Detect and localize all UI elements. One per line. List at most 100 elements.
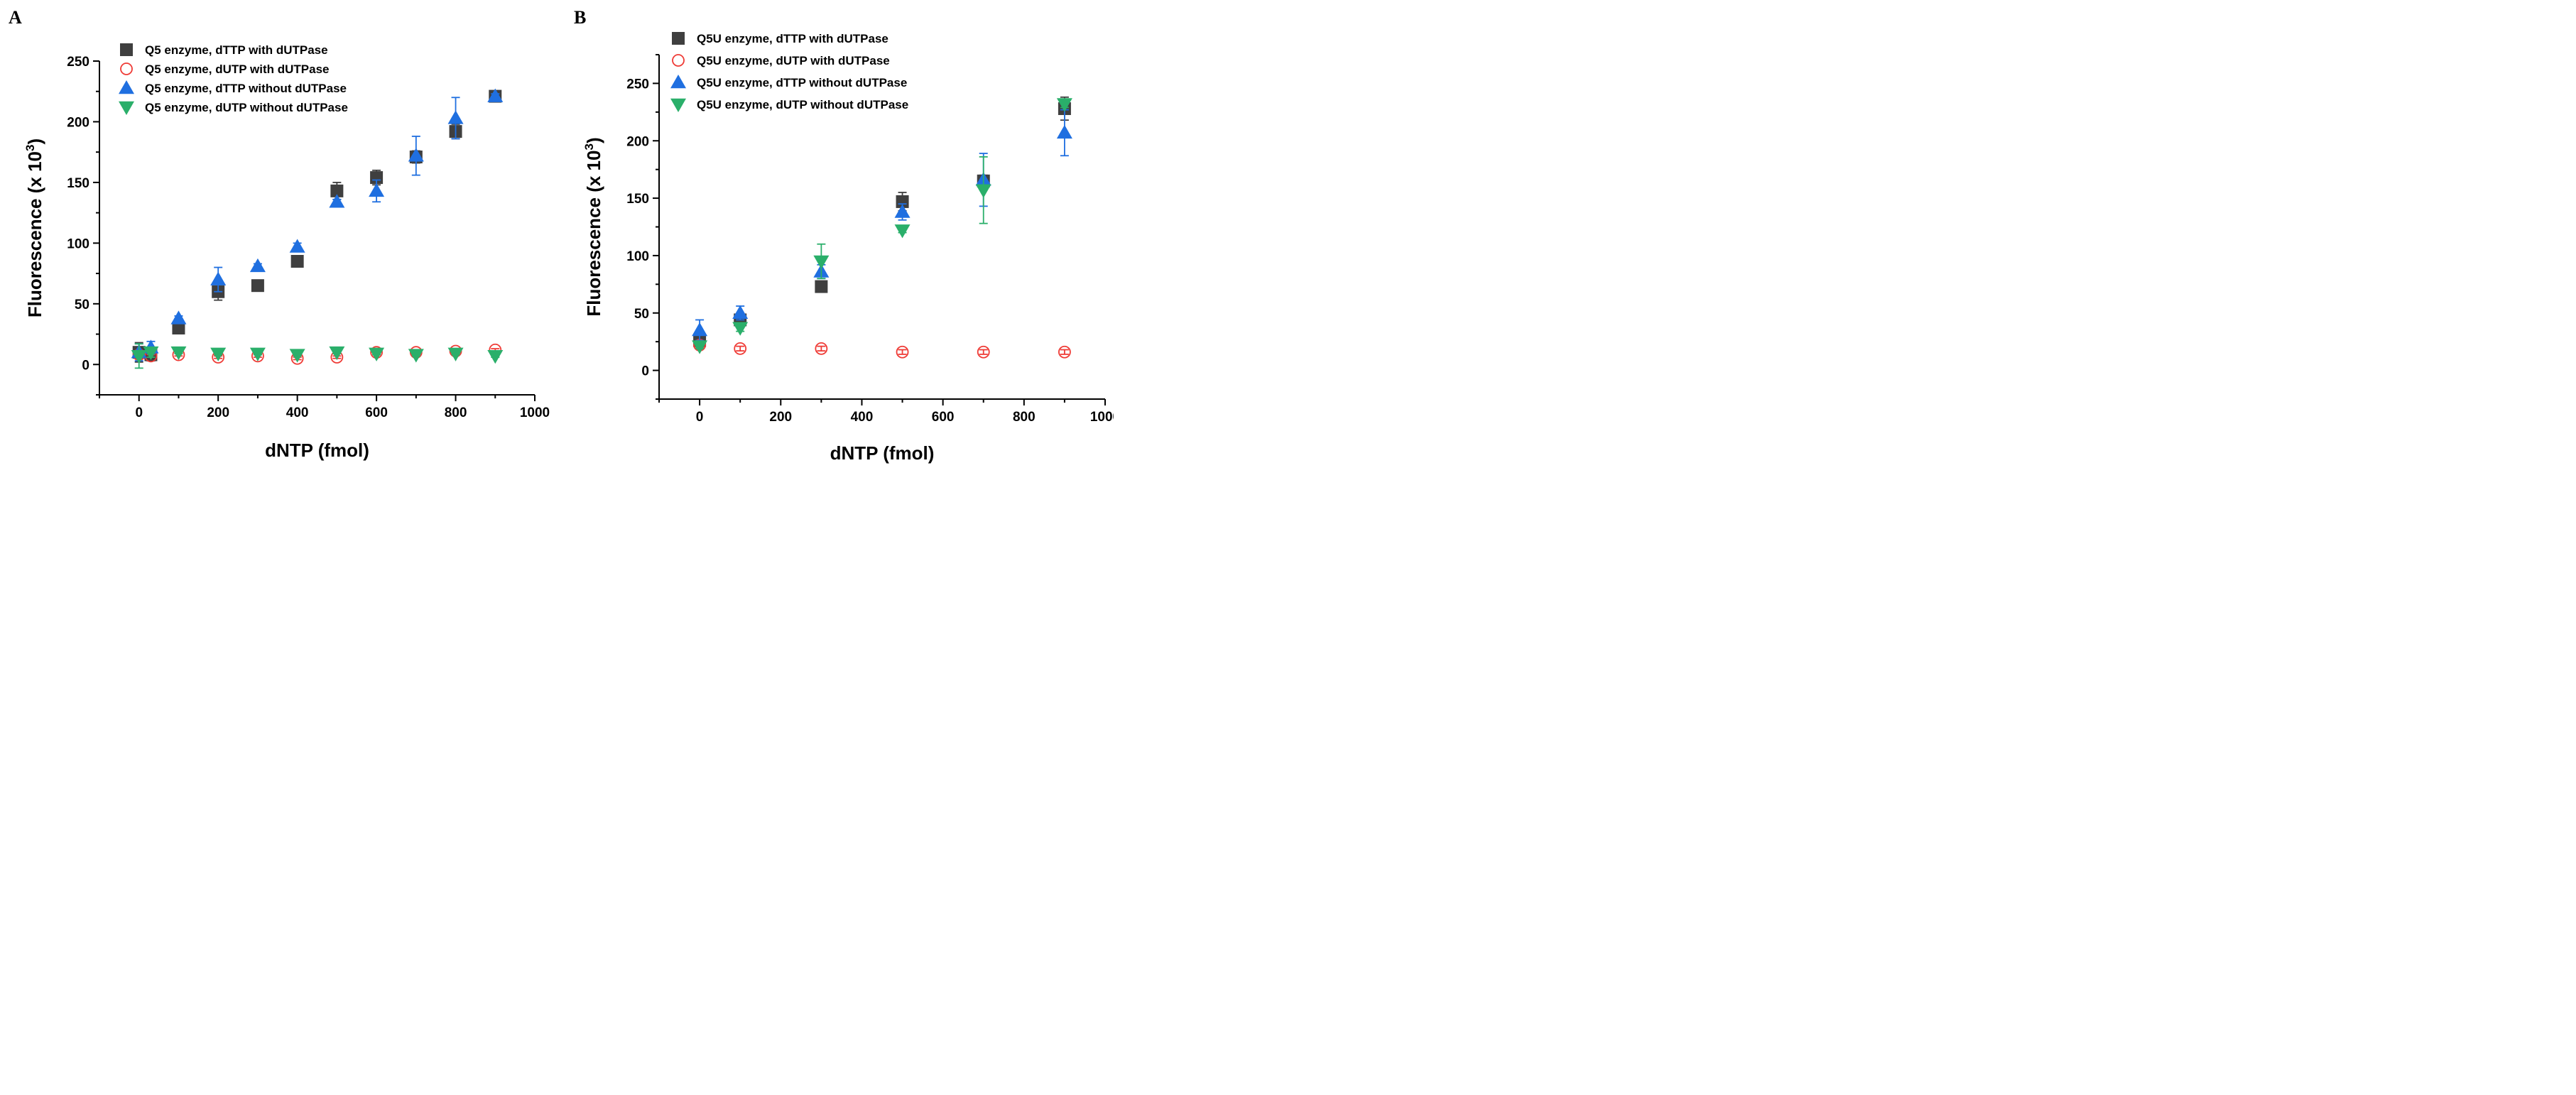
legend-label: Q5 enzyme, dUTP without dUTPase xyxy=(145,101,348,114)
y-tick-label: 50 xyxy=(75,298,89,312)
legend-marker xyxy=(672,54,685,67)
x-tick-label: 600 xyxy=(365,405,388,420)
data-point xyxy=(487,88,504,102)
x-tick-label: 1000 xyxy=(520,405,550,420)
legend-label: Q5 enzyme, dTTP without dUTPase xyxy=(145,82,347,95)
legend-marker xyxy=(119,80,134,94)
data-point xyxy=(249,258,266,273)
data-point xyxy=(172,322,185,334)
data-point xyxy=(894,204,911,218)
x-tick-label: 800 xyxy=(1013,410,1036,425)
data-point xyxy=(289,239,305,253)
legend-label: Q5 enzyme, dUTP with dUTPase xyxy=(145,62,329,76)
data-point xyxy=(329,194,345,208)
x-tick-label: 200 xyxy=(207,405,229,420)
x-tick-label: 0 xyxy=(696,410,704,425)
y-axis-title-main: Fluorescence (x 10 xyxy=(24,151,45,317)
y-tick-label: 200 xyxy=(67,115,89,130)
legend-marker xyxy=(120,43,133,56)
y-tick-label: 250 xyxy=(626,77,649,92)
series-square xyxy=(132,89,502,363)
y-tick-label: 200 xyxy=(626,134,649,149)
data-point xyxy=(170,346,187,361)
legend-label: Q5 enzyme, dTTP with dUTPase xyxy=(145,43,328,57)
legend: Q5U enzyme, dTTP with dUTPase Q5U enzyme,… xyxy=(670,32,908,112)
data-point xyxy=(1056,98,1072,112)
data-point xyxy=(692,322,708,337)
data-point xyxy=(210,347,227,361)
data-point xyxy=(143,346,159,361)
data-point xyxy=(732,322,749,336)
y-axis-title: Fluorescence (x 103) xyxy=(582,137,604,316)
data-point xyxy=(447,347,464,361)
x-tick-label: 0 xyxy=(135,405,143,420)
y-axis-title-close: ) xyxy=(24,138,45,145)
data-point xyxy=(329,346,345,361)
x-axis-title: dNTP (fmol) xyxy=(830,442,935,464)
y-tick-label: 0 xyxy=(82,358,89,373)
series-triangle-up xyxy=(131,88,504,362)
chart-panel-b: 0 200 400 600 800 1000 0 50 100 150 200 250 dNTP (fm… xyxy=(582,32,1114,464)
data-point xyxy=(251,279,264,293)
data-point xyxy=(369,182,385,197)
legend-label: Q5U enzyme, dTTP without dUTPase xyxy=(697,76,907,89)
series-triangle-down xyxy=(692,98,1072,354)
y-tick-label: 100 xyxy=(626,249,649,264)
data-point xyxy=(692,340,708,354)
data-point xyxy=(330,184,344,197)
data-point xyxy=(487,350,504,364)
data-point xyxy=(290,255,304,268)
data-point xyxy=(815,280,828,293)
data-point xyxy=(896,195,909,208)
panel-label-b: B xyxy=(574,7,586,28)
y-tick-label: 50 xyxy=(634,307,649,322)
x-tick-label: 400 xyxy=(286,405,309,420)
data-point xyxy=(894,224,911,239)
x-tick-label: 600 xyxy=(932,410,955,425)
y-axis-title: Fluorescence (x 103) xyxy=(23,138,45,317)
x-tick-label: 1000 xyxy=(1090,410,1114,425)
figure: A B 0 200 400 600 800 1000050100150200250dNTP… xyxy=(9,7,1114,464)
x-axis-title: dNTP (fmol) xyxy=(265,440,369,461)
data-point xyxy=(131,350,147,364)
data-point xyxy=(369,347,385,361)
data-point xyxy=(249,347,266,361)
data-point xyxy=(732,305,749,319)
y-tick-label: 0 xyxy=(641,364,649,379)
data-point xyxy=(734,342,747,355)
series-triangle-up xyxy=(692,109,1072,342)
series-triangle-down xyxy=(131,343,504,369)
series-circle-open xyxy=(693,339,1071,359)
x-tick-label: 400 xyxy=(851,410,874,425)
legend-marker xyxy=(672,32,685,45)
data-point xyxy=(1058,345,1071,359)
data-point xyxy=(815,342,828,355)
y-tick-label: 150 xyxy=(67,176,89,191)
legend-marker xyxy=(670,75,686,89)
panel-label-a: A xyxy=(9,7,22,28)
data-point xyxy=(447,110,464,124)
series-circle-open xyxy=(132,343,502,365)
y-tick-label: 150 xyxy=(626,192,649,207)
chart-panel-a: 0 200 400 600 800 1000 0 50 100 150 200 250 dNTP (fm… xyxy=(23,43,550,461)
y-axis-title-superscript: 3 xyxy=(23,145,37,151)
legend-label: Q5U enzyme, dUTP with dUTPase xyxy=(697,54,890,67)
legend-marker xyxy=(120,62,133,75)
data-point xyxy=(408,148,424,162)
data-point xyxy=(896,345,909,359)
y-axis-title-close: ) xyxy=(583,137,604,143)
legend: Q5 enzyme, dTTP with dUTPase Q5 enzyme, d… xyxy=(119,43,348,115)
y-tick-label: 100 xyxy=(67,236,89,251)
y-axis-title-superscript: 3 xyxy=(582,143,596,150)
data-point xyxy=(813,255,830,269)
x-tick-label: 800 xyxy=(445,405,467,420)
series-square xyxy=(693,96,1071,347)
data-point xyxy=(1056,124,1072,139)
y-tick-label: 250 xyxy=(67,55,89,70)
data-point xyxy=(370,171,384,185)
data-point xyxy=(977,345,990,359)
data-point xyxy=(289,349,305,363)
y-axis-title-main: Fluorescence (x 10 xyxy=(583,151,604,317)
data-point xyxy=(210,271,227,285)
data-point xyxy=(408,349,424,363)
